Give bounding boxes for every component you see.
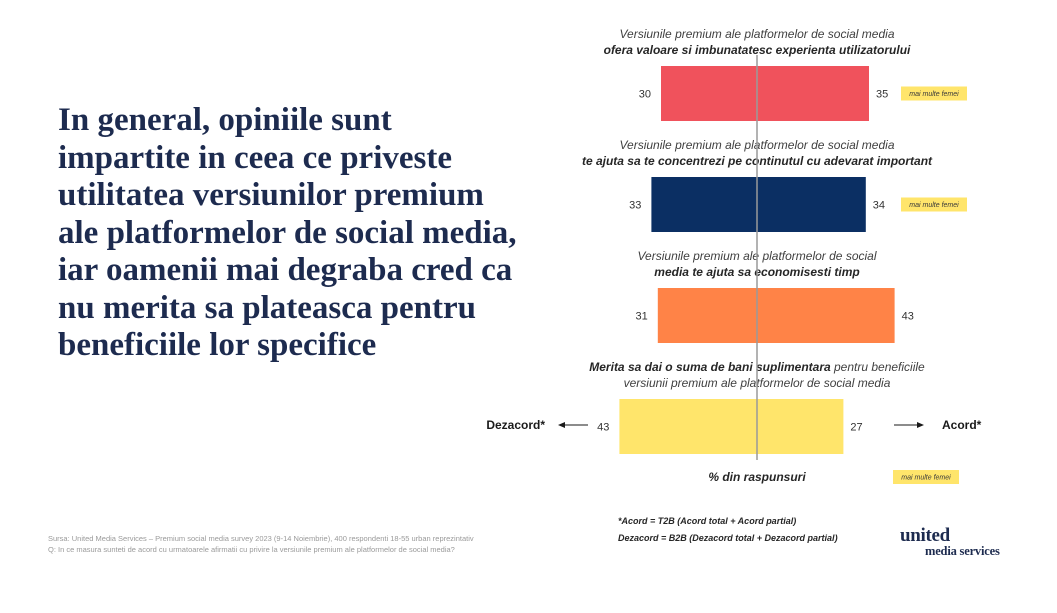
headline: In general, opiniile sunt impartite in c… — [58, 102, 517, 363]
note-highlight — [893, 470, 959, 484]
united-media-services-logo: united media services — [900, 526, 1020, 558]
left-arrow-head — [558, 422, 565, 428]
value-disagree: 30 — [639, 89, 651, 101]
value-agree: 35 — [876, 89, 888, 101]
x-axis-label: % din raspunsuri — [708, 470, 806, 484]
question-text-segment: pentru beneficiile — [831, 360, 925, 374]
question-line: Versiunile premium ale platformelor de s… — [619, 27, 894, 41]
value-agree: 43 — [902, 311, 914, 323]
bar — [657, 288, 895, 343]
note-text: mai multe femei — [909, 91, 959, 98]
agree-label: Acord* — [942, 418, 982, 432]
right-arrow-head — [917, 422, 924, 428]
note-text: mai multe femei — [901, 475, 951, 482]
question-line: Merita sa dai o suma de bani suplimentar… — [589, 360, 925, 374]
logo-line-2: media services — [925, 544, 1000, 558]
source-line: Sursa: United Media Services – Premium s… — [48, 534, 474, 543]
logo-line-1: united — [900, 525, 950, 546]
footnote: Dezacord = B2B (Dezacord total + Dezacor… — [618, 533, 838, 543]
value-disagree: 33 — [629, 200, 641, 212]
note-text: mai multe femei — [909, 202, 959, 209]
bar — [661, 66, 869, 121]
value-agree: 27 — [850, 422, 862, 434]
value-disagree: 31 — [636, 311, 648, 323]
note-highlight — [901, 86, 967, 101]
question-text-segment: Versiunile premium ale platformelor de s… — [619, 27, 894, 41]
value-agree: 34 — [873, 200, 885, 212]
footnote: *Acord = T2B (Acord total + Acord partia… — [618, 516, 796, 526]
value-disagree: 43 — [597, 422, 609, 434]
source-note: Sursa: United Media Services – Premium s… — [48, 533, 568, 555]
question-line: Q: In ce masura sunteti de acord cu urma… — [48, 545, 455, 554]
bar — [619, 399, 844, 454]
question-text-segment: Merita sa dai o suma de bani suplimentar… — [589, 360, 831, 374]
question-line: ofera valoare si imbunatatesc experienta… — [604, 43, 911, 57]
disagree-label: Dezacord* — [486, 418, 545, 432]
note-highlight — [901, 197, 967, 212]
bar — [651, 177, 866, 232]
question-text-segment: ofera valoare si imbunatatesc experienta… — [604, 43, 911, 57]
